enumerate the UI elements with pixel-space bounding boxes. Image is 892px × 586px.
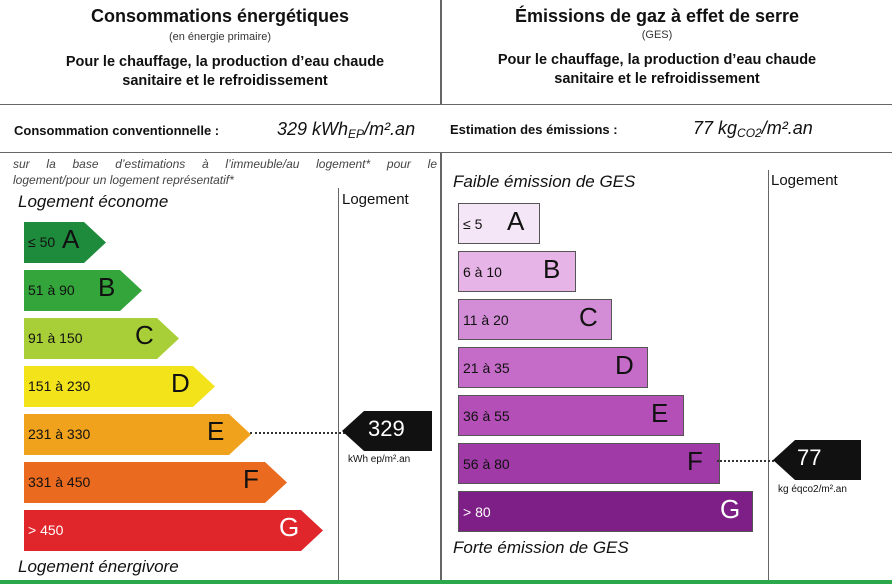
emission-label: Estimation des émissions : [450,122,618,137]
energy-class-f: 331 à 450 F [24,462,287,503]
ges-top-label: Faible émission de GES [453,172,636,191]
energy-class-letter: G [279,512,300,542]
energy-pointer-unit: kWh ep/m².an [348,454,411,465]
ges-class-range: > 80 [463,504,491,520]
ges-class-letter: B [543,254,561,284]
ges-class-range: 36 à 55 [463,408,510,424]
energy-class-g: > 450 G [24,510,323,551]
energy-class-a: ≤ 50 A [24,222,106,263]
ges-class-f: 56 à 80 F [458,443,720,484]
energy-column-line [338,188,339,580]
ges-class-letter: E [651,398,669,428]
ges-pointer-line [717,460,777,462]
ges-class-a: ≤ 5 A [458,203,540,244]
ges-class-letter: D [615,350,634,380]
energy-column-header: Logement [342,191,409,208]
energy-class-range: 51 à 90 [28,282,75,298]
consumption-label: Consommation conventionnelle : [14,123,220,138]
ges-subtitle: (GES) [641,29,673,41]
ges-column-line [768,170,769,580]
bottom-green-rule [0,580,892,584]
ges-class-range: ≤ 5 [463,216,483,232]
energy-class-letter: B [98,272,116,302]
energy-note-line1: sur la base d’estimations à l’immeuble/a… [13,157,437,171]
energy-subtitle: (en énergie primaire) [168,31,272,43]
ges-class-g: > 80 G [458,491,753,532]
energy-class-range: 151 à 230 [28,378,91,394]
ges-class-e: 36 à 55 E [458,395,684,436]
energy-desc-line2: sanitaire et le refroidissement [122,73,328,89]
ges-class-letter: F [687,446,703,476]
scales-divider [440,152,442,582]
ges-class-b: 6 à 10 B [458,251,576,292]
energy-class-letter: F [243,464,259,494]
energy-class-range: ≤ 50 [28,234,56,250]
energy-class-d: 151 à 230 D [24,366,215,407]
energy-class-range: 91 à 150 [28,330,83,346]
ges-column-header: Logement [771,172,838,189]
energy-pointer-line [250,432,345,434]
ges-class-range: 21 à 35 [463,360,510,376]
energy-top-label: Logement économe [18,192,169,211]
values-bottom-line [0,152,892,153]
energy-class-range: 331 à 450 [28,474,91,490]
energy-class-letter: E [207,416,225,446]
ges-class-letter: C [579,302,598,332]
ges-class-letter: G [720,494,741,524]
energy-desc-line1: Pour le chauffage, la production d’eau c… [65,54,385,70]
energy-class-range: > 450 [28,522,64,538]
energy-title: Consommations énergétiques [90,6,350,26]
ges-pointer-unit: kg éqco2/m².an [778,484,847,495]
energy-class-letter: A [62,224,80,254]
ges-class-range: 56 à 80 [463,456,510,472]
ges-pointer-value: 77 [797,445,822,470]
energy-class-letter: C [135,320,154,350]
ges-class-d: 21 à 35 D [458,347,648,388]
ges-class-range: 11 à 20 [463,312,509,328]
ges-bottom-label: Forte émission de GES [453,538,629,557]
energy-note-line2: logement/pour un logement représentatif* [13,173,234,187]
consumption-value: 329 kWhEP/m².an [277,119,416,141]
ges-value-pointer: 77 [773,440,861,480]
energy-pointer-value: 329 [368,416,405,441]
energy-class-b: 51 à 90 B [24,270,142,311]
energy-bottom-label: Logement énergivore [18,557,179,576]
ges-class-letter: A [507,206,525,236]
ges-desc-line1: Pour le chauffage, la production d’eau c… [497,52,817,68]
energy-class-letter: D [171,368,190,398]
header-divider [440,0,442,105]
header-bottom-line [0,104,892,105]
energy-class-range: 231 à 330 [28,426,91,442]
ges-title: Émissions de gaz à effet de serre [514,6,800,26]
ges-class-c: 11 à 20 C [458,299,612,340]
ges-class-range: 6 à 10 [463,264,502,280]
ges-desc-line2: sanitaire et le refroidissement [554,71,760,87]
energy-value-pointer: 329 [342,411,432,451]
energy-class-c: 91 à 150 C [24,318,179,359]
energy-class-e: 231 à 330 E [24,414,251,455]
emission-value: 77 kgCO2/m².an [693,118,813,140]
